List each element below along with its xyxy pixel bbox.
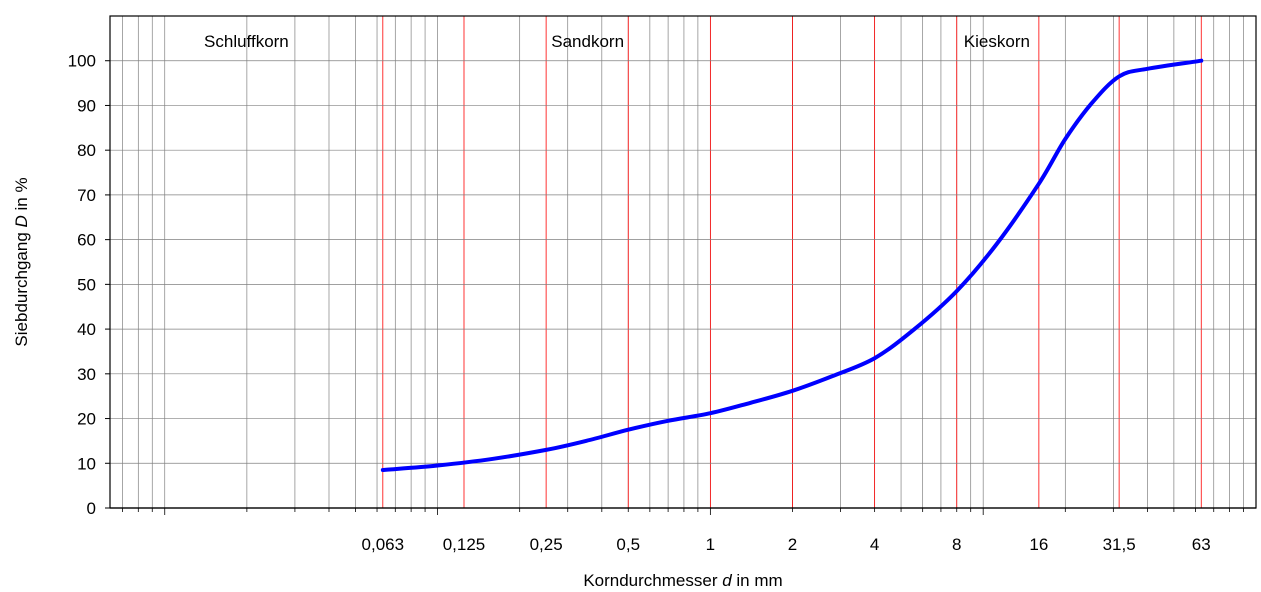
y-tick-label: 90 — [77, 96, 96, 115]
zone-label: Kieskorn — [964, 32, 1030, 51]
x-axis: 0,063 0,125 0,25 0,5 1 2 4 8 16 31,5 63 — [110, 507, 1256, 554]
x-tick-label: 0,5 — [616, 535, 640, 554]
x-title-part-3: in mm — [732, 571, 783, 590]
plot-frame — [109, 15, 1257, 509]
zone-label: Schluffkorn — [204, 32, 289, 51]
y-axis-title: Siebdurchgang D in % — [12, 177, 31, 346]
y-tick-label: 30 — [77, 365, 96, 384]
series-line — [380, 58, 1204, 472]
x-tick-label: 4 — [870, 535, 879, 554]
x-tick-label: 2 — [788, 535, 797, 554]
reference-lines — [382, 16, 1202, 508]
y-tick-label: 0 — [87, 499, 96, 518]
y-gridlines — [110, 60, 1256, 464]
x-tick-label: 16 — [1029, 535, 1048, 554]
x-tick-label: 0,063 — [362, 535, 405, 554]
x-axis-title: Korndurchmesser d in mm — [583, 571, 782, 590]
zone-labels: Schluffkorn Sandkorn Kieskorn — [204, 32, 1030, 51]
x-tick-label: 63 — [1192, 535, 1211, 554]
x-tick-label: 31,5 — [1103, 535, 1136, 554]
x-tick-label: 1 — [706, 535, 715, 554]
x-tick-label: 8 — [952, 535, 961, 554]
y-tick-label: 50 — [77, 275, 96, 294]
y-tick-label: 20 — [77, 410, 96, 429]
y-tick-label: 60 — [77, 231, 96, 250]
y-title-part-2: D — [12, 215, 31, 227]
y-tick-label: 40 — [77, 320, 96, 339]
y-tick-label: 10 — [77, 454, 96, 473]
y-title-part-1: Siebdurchgang — [12, 227, 31, 346]
zone-label: Sandkorn — [551, 32, 624, 51]
x-title-part-1: Korndurchmesser — [583, 571, 722, 590]
minor-grid — [122, 16, 1244, 508]
x-title-part-2: d — [722, 571, 732, 590]
x-tick-label: 0,25 — [530, 535, 563, 554]
y-title-part-3: in % — [12, 177, 31, 215]
series-group — [380, 58, 1204, 472]
y-tick-label: 70 — [77, 186, 96, 205]
y-axis: 0 10 20 30 40 50 60 70 80 90 100 — [68, 52, 110, 518]
y-tick-label: 100 — [68, 52, 96, 71]
y-tick-label: 80 — [77, 141, 96, 160]
x-tick-label: 0,125 — [443, 535, 486, 554]
